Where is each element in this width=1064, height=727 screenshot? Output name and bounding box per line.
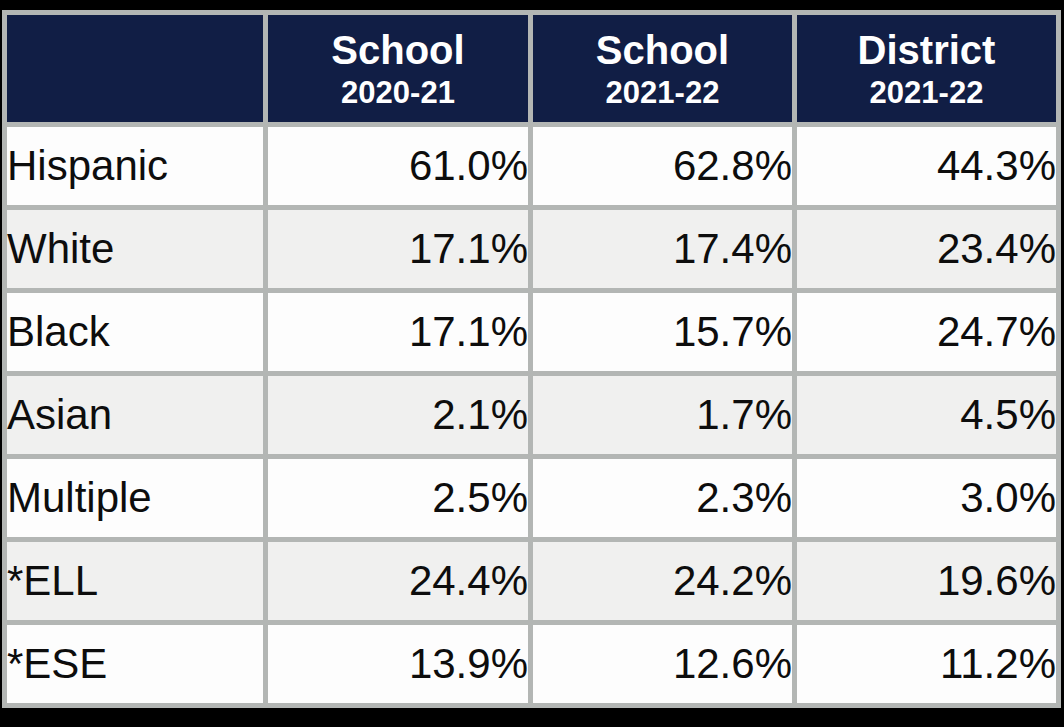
col-header-school-2021-22: School 2021-22	[533, 15, 792, 122]
cell-value: 2.1%	[268, 376, 528, 454]
cell-value: 17.1%	[268, 293, 528, 371]
row-label: Black	[7, 293, 263, 371]
cell-value: 24.2%	[533, 542, 792, 620]
row-label: Hispanic	[7, 127, 263, 205]
row-label: Multiple	[7, 459, 263, 537]
cell-value: 13.9%	[268, 625, 528, 703]
table-row-asian: Asian 2.1% 1.7% 4.5%	[7, 376, 1056, 454]
corner-blank-cell	[7, 15, 263, 122]
cell-value: 19.6%	[797, 542, 1056, 620]
col-header-district-2021-22: District 2021-22	[797, 15, 1056, 122]
col-header-title: School	[533, 27, 792, 73]
table-row-white: White 17.1% 17.4% 23.4%	[7, 210, 1056, 288]
row-label: *ESE	[7, 625, 263, 703]
cell-value: 17.4%	[533, 210, 792, 288]
col-header-title: School	[268, 27, 528, 73]
cell-value: 61.0%	[268, 127, 528, 205]
demographics-table: School 2020-21 School 2021-22 District 2…	[2, 10, 1061, 708]
header-row: School 2020-21 School 2021-22 District 2…	[7, 15, 1056, 122]
col-header-title: District	[797, 27, 1056, 73]
cell-value: 24.4%	[268, 542, 528, 620]
cell-value: 12.6%	[533, 625, 792, 703]
cell-value: 2.5%	[268, 459, 528, 537]
col-header-school-2020-21: School 2020-21	[268, 15, 528, 122]
cell-value: 3.0%	[797, 459, 1056, 537]
col-header-subtitle: 2021-22	[797, 75, 1056, 111]
row-label: *ELL	[7, 542, 263, 620]
col-header-subtitle: 2021-22	[533, 75, 792, 111]
cell-value: 4.5%	[797, 376, 1056, 454]
row-label: White	[7, 210, 263, 288]
cell-value: 15.7%	[533, 293, 792, 371]
table-row-multiple: Multiple 2.5% 2.3% 3.0%	[7, 459, 1056, 537]
table-row-ell: *ELL 24.4% 24.2% 19.6%	[7, 542, 1056, 620]
col-header-subtitle: 2020-21	[268, 75, 528, 111]
cell-value: 24.7%	[797, 293, 1056, 371]
cell-value: 44.3%	[797, 127, 1056, 205]
cell-value: 2.3%	[533, 459, 792, 537]
cell-value: 23.4%	[797, 210, 1056, 288]
cell-value: 1.7%	[533, 376, 792, 454]
table-row-ese: *ESE 13.9% 12.6% 11.2%	[7, 625, 1056, 703]
cell-value: 11.2%	[797, 625, 1056, 703]
table-frame: School 2020-21 School 2021-22 District 2…	[0, 0, 1064, 727]
cell-value: 62.8%	[533, 127, 792, 205]
table-row-hispanic: Hispanic 61.0% 62.8% 44.3%	[7, 127, 1056, 205]
cell-value: 17.1%	[268, 210, 528, 288]
row-label: Asian	[7, 376, 263, 454]
table-row-black: Black 17.1% 15.7% 24.7%	[7, 293, 1056, 371]
